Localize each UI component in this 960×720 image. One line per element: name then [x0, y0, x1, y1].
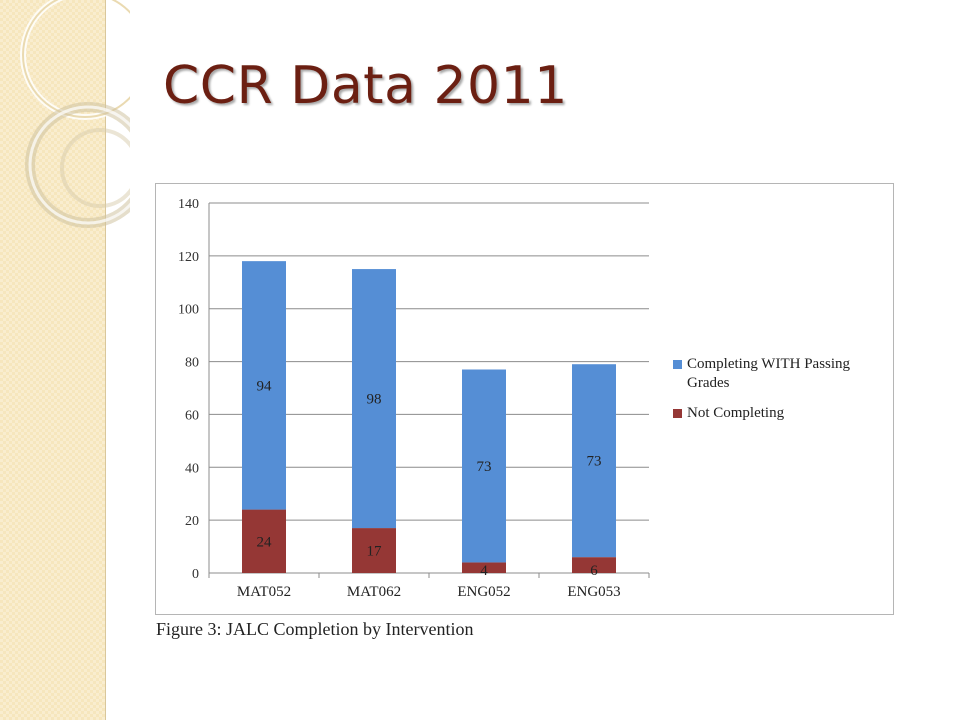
decorative-rings [20, 0, 130, 228]
bar-completing [462, 369, 506, 563]
legend-label-completing: Completing WITH Passing Grades [687, 356, 851, 391]
y-tick-label: 60 [185, 408, 199, 423]
bar-not-completing [352, 528, 396, 573]
data-label: 73 [587, 454, 602, 470]
bar-not-completing [462, 562, 506, 573]
chart-frame: 0 20 40 60 80 100 120 140 24 94 MAT052 17 98 MAT062 4 7… [155, 183, 894, 615]
data-label: 6 [590, 563, 598, 579]
y-tick-label: 80 [185, 356, 199, 371]
data-label: 4 [480, 563, 488, 579]
legend-item-completing: Completing WITH Passing Grades [673, 355, 888, 393]
x-tick-label: MAT062 [347, 584, 401, 600]
chart-legend: Completing WITH Passing Grades Not Compl… [673, 355, 888, 434]
stacked-bar-chart: 0 20 40 60 80 100 120 140 24 94 MAT052 17 98 MAT062 4 7… [178, 197, 650, 600]
data-label: 24 [257, 534, 273, 550]
bar-completing [572, 364, 616, 558]
bar-not-completing [242, 509, 286, 573]
x-tick-label: MAT052 [237, 584, 291, 600]
y-tick-label: 40 [185, 461, 199, 476]
y-tick-label: 20 [185, 514, 199, 529]
legend-swatch-completing [673, 360, 682, 369]
y-tick-label: 140 [178, 197, 199, 212]
data-label: 94 [257, 378, 273, 394]
slide-title: CCR Data 2011 [163, 56, 568, 116]
y-tick-label: 120 [178, 250, 199, 265]
x-tick-label: ENG052 [457, 584, 510, 600]
x-tick-label: ENG053 [567, 584, 620, 600]
data-label: 98 [367, 392, 382, 408]
y-tick-label: 100 [178, 303, 199, 318]
data-label: 73 [477, 459, 492, 475]
legend-item-not-completing: Not Completing [673, 404, 888, 423]
figure-caption: Figure 3: JALC Completion by Interventio… [156, 619, 474, 639]
legend-swatch-not-completing [673, 409, 682, 418]
data-label: 17 [367, 544, 383, 560]
bar-completing [242, 261, 286, 510]
bar-completing [352, 269, 396, 529]
legend-label-not-completing: Not Completing [687, 405, 785, 421]
y-tick-label: 0 [192, 567, 199, 582]
bar-not-completing [572, 557, 616, 573]
